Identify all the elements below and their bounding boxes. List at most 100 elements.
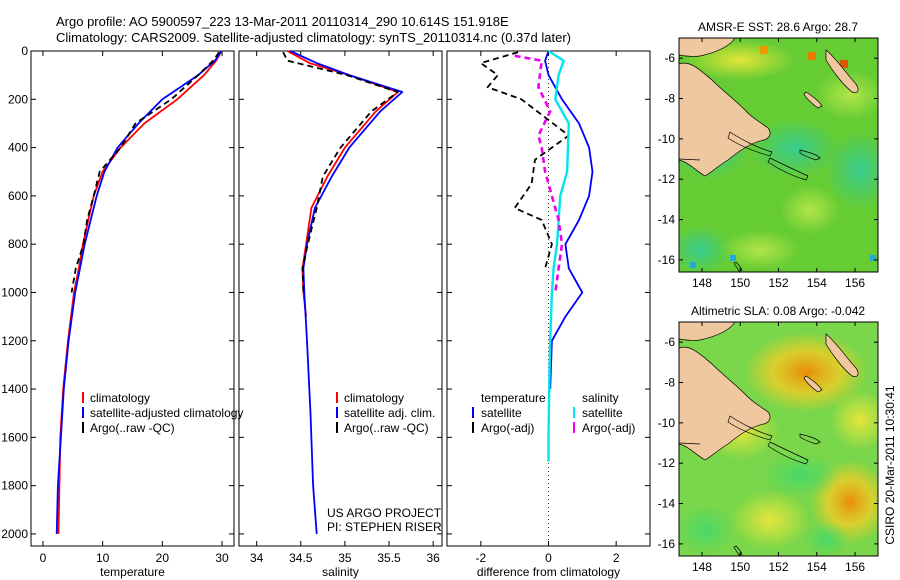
series-line-temperature-argo — [479, 51, 570, 269]
figure-title-line1: Argo profile: AO 5900597_223 13-Mar-2011… — [56, 14, 509, 29]
sst-island-outline — [727, 131, 773, 157]
series-line-temperature-satellite — [544, 50, 594, 390]
legend-label: climatology — [344, 391, 404, 405]
legend-header-temperature: temperature — [481, 391, 546, 405]
y-tick-label: 1400 — [1, 382, 28, 396]
series-line-satellite — [55, 50, 223, 534]
map-x-tick-label: 152 — [768, 276, 788, 290]
sst-island-outline — [799, 149, 821, 161]
legend-label: satellite adj. clim. — [344, 406, 435, 420]
map-y-tick-label: -10 — [658, 132, 676, 146]
legend-header-salinity: salinity — [582, 391, 619, 405]
x-tick-label: 36 — [426, 551, 440, 565]
sla-contour — [679, 442, 701, 445]
x-tick-label: 0 — [40, 551, 47, 565]
map-x-tick-label: 150 — [730, 560, 750, 574]
difference-xlabel: difference from climatology — [477, 565, 620, 579]
series-line-argo — [282, 51, 399, 293]
map-x-tick-label: 148 — [692, 560, 712, 574]
sst-reef-outline — [733, 261, 743, 272]
map-y-tick-label: -6 — [664, 335, 675, 349]
sla-land-new-guinea — [679, 346, 771, 461]
map-x-tick-label: 154 — [807, 560, 827, 574]
map-y-tick-label: -14 — [658, 497, 676, 511]
sla-island-outline — [799, 433, 821, 445]
sla-land-island — [803, 375, 823, 393]
map-x-tick-label: 148 — [692, 276, 712, 290]
map-y-tick-label: -16 — [658, 537, 676, 551]
sla-map-ticks: 148 150 152 154 156 -6 -8 -10 -12 -14 -16 — [658, 322, 878, 574]
sla-low-anomaly — [760, 453, 840, 497]
x-tick-label: 10 — [96, 551, 110, 565]
sla-anomaly — [730, 490, 810, 550]
temperature-xlabel: temperature — [100, 565, 165, 579]
map-x-tick-label: 156 — [845, 276, 865, 290]
y-tick-label: 1800 — [1, 479, 28, 493]
y-tick-label: 400 — [8, 141, 28, 155]
project-note-line2: PI: STEPHEN RISER — [327, 520, 442, 534]
sla-land-island — [825, 333, 859, 377]
sla-anomaly — [830, 390, 878, 450]
legend-label: satellite-adjusted climatology — [90, 406, 243, 420]
salinity-xlabel: salinity — [322, 565, 359, 579]
y-tick-label: 0 — [21, 44, 28, 58]
y-tick-label: 800 — [8, 237, 28, 251]
y-tick-label: 600 — [8, 189, 28, 203]
sst-land-north — [679, 38, 736, 57]
salinity-panel: 34 34.5 35 35.5 36 salinity — [238, 50, 443, 579]
sst-warm-patch — [815, 70, 878, 120]
temperature-legend: climatology satellite-adjusted climatolo… — [82, 391, 243, 435]
csiro-timestamp-label: CSIRO 20-Mar-2011 10:30:41 — [883, 385, 897, 545]
sla-reef-outline — [733, 545, 743, 556]
sla-map-title: Altimetric SLA: 0.08 Argo: -0.042 — [691, 304, 865, 318]
sst-cool-patch — [825, 130, 878, 210]
sst-cool-patch — [679, 225, 730, 272]
legend-label: Argo(-adj) — [582, 421, 635, 435]
sst-map: 148 150 152 154 156 -6 -8 -10 -12 -14 -16 — [658, 37, 879, 290]
sst-cold-pixel — [730, 255, 736, 261]
x-tick-label: 0 — [545, 551, 552, 565]
x-tick-label: 34 — [250, 551, 264, 565]
x-tick-label: 20 — [156, 551, 170, 565]
map-x-tick-label: 152 — [768, 560, 788, 574]
figure-title-line2: Climatology: CARS2009. Satellite-adjuste… — [56, 30, 571, 45]
x-tick-label: 30 — [215, 551, 229, 565]
x-tick-label: 35 — [338, 551, 352, 565]
y-tick-label: 1600 — [1, 430, 28, 444]
legend-label: satellite — [481, 406, 522, 420]
series-line-salinity-satellite — [547, 49, 570, 462]
map-x-tick-label: 154 — [807, 276, 827, 290]
y-tick-label: 2000 — [1, 527, 28, 541]
sst-cool-patch — [750, 118, 840, 178]
legend-label: Argo(..raw -QC) — [90, 421, 175, 435]
map-y-tick-label: -6 — [664, 51, 675, 65]
map-y-tick-label: -12 — [658, 172, 676, 186]
legend-label: Argo(..raw -QC) — [344, 421, 429, 435]
map-x-tick-label: 156 — [845, 560, 865, 574]
sst-warm-patch — [720, 230, 800, 270]
series-line-salinity-argo — [514, 54, 564, 293]
sla-low-anomaly — [679, 505, 735, 555]
sst-cold-pixel — [690, 262, 696, 268]
sst-hot-pixel — [840, 60, 848, 68]
legend-label: Argo(-adj) — [481, 421, 534, 435]
x-tick-label: 34.5 — [289, 551, 313, 565]
x-tick-label: 2 — [613, 551, 620, 565]
series-line-satellite — [289, 50, 404, 534]
sst-warm-patch — [780, 185, 840, 235]
map-y-tick-label: -12 — [658, 456, 676, 470]
difference-legend: temperature salinity satellite Argo(-adj… — [472, 391, 635, 435]
sst-hot-pixel — [808, 52, 816, 60]
temperature-frame — [30, 50, 235, 547]
sla-island-outline — [767, 441, 809, 465]
sla-island-outline — [727, 415, 773, 441]
map-y-tick-label: -10 — [658, 416, 676, 430]
map-y-tick-label: -8 — [664, 376, 675, 390]
series-line-argo — [70, 51, 220, 293]
map-y-tick-label: -14 — [658, 213, 676, 227]
temperature-panel: 0 10 20 30 0 200 400 600 800 1000 1200 1400 1600 1800… — [1, 44, 235, 579]
sla-map: 148 150 152 154 156 -6 -8 -10 -12 -14 -16 — [658, 321, 879, 574]
legend-label: satellite — [582, 406, 623, 420]
